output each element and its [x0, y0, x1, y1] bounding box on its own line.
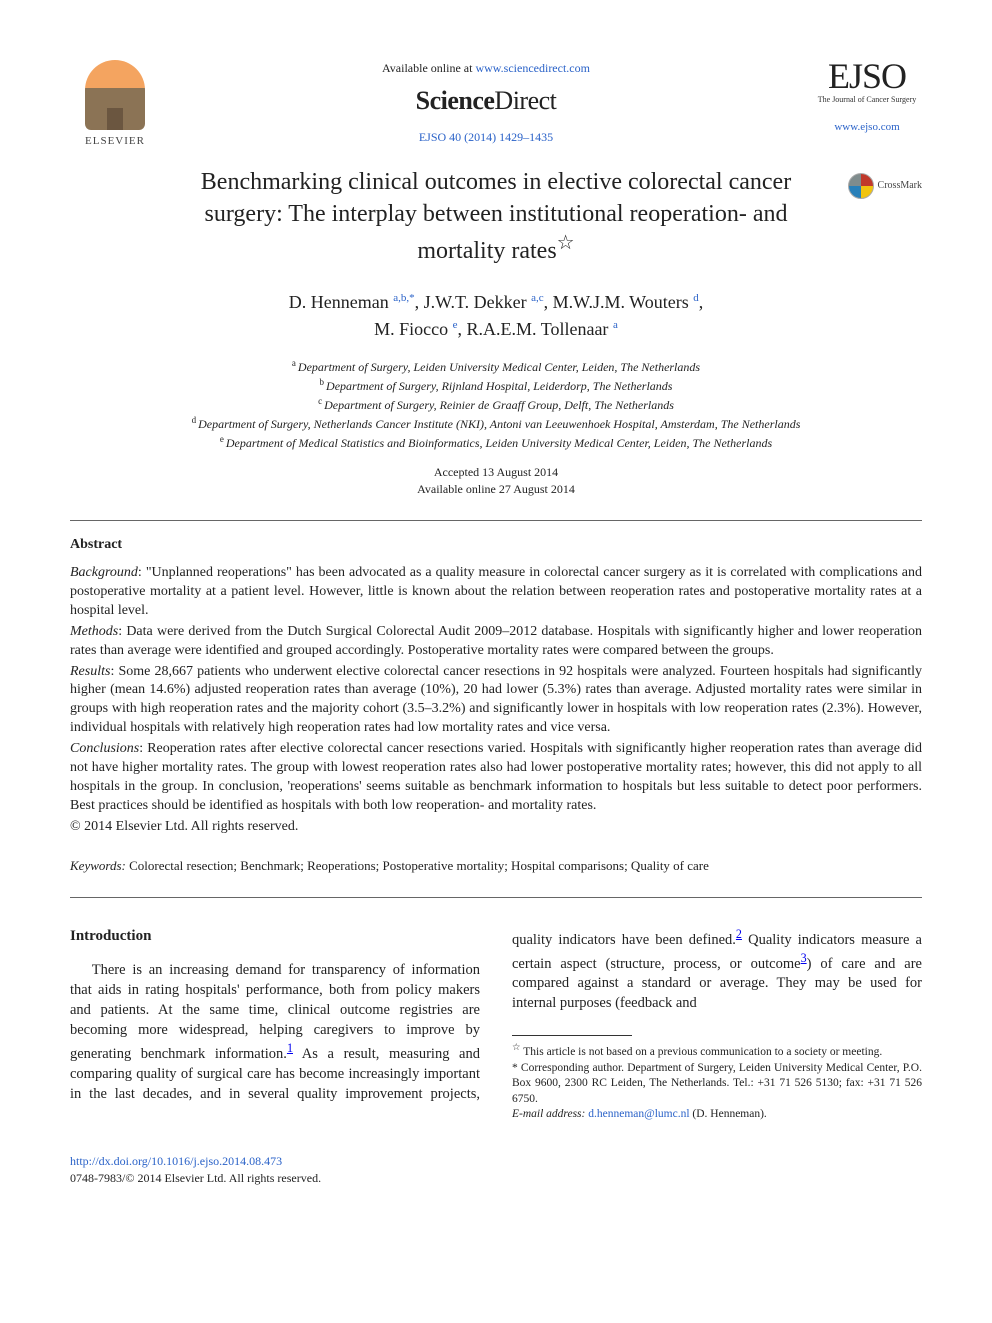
affil-text: Department of Medical Statistics and Bio…: [226, 436, 772, 450]
affiliation: cDepartment of Surgery, Reinier de Graaf…: [70, 395, 922, 414]
abstract-results-text: : Some 28,667 patients who underwent ele…: [70, 664, 922, 736]
footnote-star: ☆ This article is not based on a previou…: [512, 1042, 922, 1060]
abstract-background: Background: "Unplanned reoperations" has…: [70, 564, 922, 621]
available-online-line: Available online at www.sciencedirect.co…: [160, 60, 812, 77]
author: D. Henneman a,b,*: [289, 292, 415, 312]
footnote-email: E-mail address: d.henneman@lumc.nl (D. H…: [512, 1107, 922, 1123]
keywords-text: Colorectal resection; Benchmark; Reopera…: [126, 858, 709, 873]
author-affil-link[interactable]: a: [613, 319, 618, 331]
footnote-corr-text: Corresponding author. Department of Surg…: [512, 1062, 922, 1105]
email-link[interactable]: d.henneman@lumc.nl: [588, 1108, 689, 1120]
abstract-concl-label: Conclusions: [70, 741, 139, 756]
author: M. Fiocco e: [374, 319, 457, 339]
body-columns: Introduction There is an increasing dema…: [70, 926, 922, 1123]
author: R.A.E.M. Tollenaar a: [467, 319, 618, 339]
abstract-copyright: © 2014 Elsevier Ltd. All rights reserved…: [70, 818, 922, 837]
abstract-results: Results: Some 28,667 patients who underw…: [70, 663, 922, 739]
footnotes: ☆ This article is not based on a previou…: [512, 1035, 922, 1122]
title-section: Benchmarking clinical outcomes in electi…: [70, 167, 922, 267]
elsevier-tree-icon: [85, 60, 145, 130]
keywords-label: Keywords:: [70, 858, 126, 873]
author-name: R.A.E.M. Tollenaar: [467, 319, 609, 339]
email-attrib: (D. Henneman).: [690, 1108, 767, 1120]
journal-url-link[interactable]: www.ejso.com: [812, 120, 922, 135]
author-affil-link[interactable]: a,c: [531, 292, 544, 304]
abstract-methods-text: : Data were derived from the Dutch Surgi…: [70, 624, 922, 658]
affiliation: dDepartment of Surgery, Netherlands Canc…: [70, 414, 922, 433]
author: M.W.J.M. Wouters d: [553, 292, 699, 312]
footnote-star-symbol: ☆: [512, 1042, 521, 1053]
page-header: ELSEVIER Available online at www.science…: [70, 60, 922, 149]
keywords-line: Keywords: Colorectal resection; Benchmar…: [70, 857, 922, 875]
abstract-heading: Abstract: [70, 535, 922, 555]
author-name: D. Henneman: [289, 292, 389, 312]
affiliation: bDepartment of Surgery, Rijnland Hospita…: [70, 376, 922, 395]
separator-rule: [70, 520, 922, 521]
author-name: J.W.T. Dekker: [424, 292, 527, 312]
affil-text: Department of Surgery, Netherlands Cance…: [198, 417, 800, 431]
sciencedirect-logo: ScienceDirect: [160, 83, 812, 119]
affil-text: Department of Surgery, Rijnland Hospital…: [326, 379, 672, 393]
citation-link[interactable]: EJSO 40 (2014) 1429–1435: [419, 130, 553, 144]
abstract-methods-label: Methods: [70, 624, 118, 639]
email-label: E-mail address:: [512, 1108, 588, 1120]
journal-tagline: The Journal of Cancer Surgery: [812, 94, 922, 105]
author: J.W.T. Dekker a,c: [424, 292, 544, 312]
article-title: Benchmarking clinical outcomes in electi…: [176, 167, 816, 267]
issn-line: 0748-7983/© 2014 Elsevier Ltd. All right…: [70, 1170, 922, 1187]
available-prefix: Available online at: [382, 61, 475, 75]
title-footnote-star: ☆: [557, 232, 575, 254]
citation-line: EJSO 40 (2014) 1429–1435: [160, 129, 812, 146]
doi-link[interactable]: http://dx.doi.org/10.1016/j.ejso.2014.08…: [70, 1154, 282, 1168]
article-dates: Accepted 13 August 2014 Available online…: [70, 464, 922, 498]
affil-text: Department of Surgery, Leiden University…: [298, 360, 700, 374]
title-text: Benchmarking clinical outcomes in electi…: [201, 169, 791, 263]
abstract-methods: Methods: Data were derived from the Dutc…: [70, 623, 922, 661]
author-affil-link[interactable]: a,b,: [393, 292, 409, 304]
footnote-rule: [512, 1035, 632, 1036]
crossmark-badge[interactable]: CrossMark: [848, 173, 922, 199]
authors-line: D. Henneman a,b,*, J.W.T. Dekker a,c, M.…: [70, 289, 922, 343]
abstract-section: Abstract Background: "Unplanned reoperat…: [70, 535, 922, 837]
publisher-logo: ELSEVIER: [70, 60, 160, 149]
footnote-star-text: This article is not based on a previous …: [521, 1046, 883, 1058]
abstract-conclusions: Conclusions: Reoperation rates after ele…: [70, 740, 922, 816]
accepted-date: Accepted 13 August 2014: [70, 464, 922, 481]
sd-logo-a: Science: [416, 86, 495, 115]
affil-text: Department of Surgery, Reinier de Graaff…: [324, 398, 674, 412]
crossmark-label: CrossMark: [878, 179, 922, 193]
center-header: Available online at www.sciencedirect.co…: [160, 60, 812, 146]
journal-block: EJSO The Journal of Cancer Surgery www.e…: [812, 60, 922, 135]
affiliations: aDepartment of Surgery, Leiden Universit…: [70, 357, 922, 452]
author-name: M.W.J.M. Wouters: [553, 292, 689, 312]
affiliation: aDepartment of Surgery, Leiden Universit…: [70, 357, 922, 376]
abstract-concl-text: : Reoperation rates after elective color…: [70, 741, 922, 813]
doi-block: http://dx.doi.org/10.1016/j.ejso.2014.08…: [70, 1153, 922, 1187]
author-name: M. Fiocco: [374, 319, 448, 339]
footnote-corresponding: * Corresponding author. Department of Su…: [512, 1061, 922, 1108]
author-affil-link[interactable]: e: [453, 319, 458, 331]
abstract-bg-label: Background: [70, 565, 138, 580]
abstract-results-label: Results: [70, 664, 110, 679]
abstract-bg-text: : "Unplanned reoperations" has been advo…: [70, 565, 922, 618]
author-corr-link[interactable]: *: [409, 292, 415, 304]
separator-rule: [70, 897, 922, 898]
journal-logo: EJSO: [812, 60, 922, 92]
author-affil-link[interactable]: d: [693, 292, 699, 304]
intro-heading: Introduction: [70, 926, 480, 947]
sd-logo-b: Direct: [494, 86, 556, 115]
affiliation: eDepartment of Medical Statistics and Bi…: [70, 433, 922, 452]
publisher-label: ELSEVIER: [70, 134, 160, 149]
crossmark-icon: [848, 173, 874, 199]
online-date: Available online 27 August 2014: [70, 481, 922, 498]
sciencedirect-link[interactable]: www.sciencedirect.com: [475, 61, 590, 75]
